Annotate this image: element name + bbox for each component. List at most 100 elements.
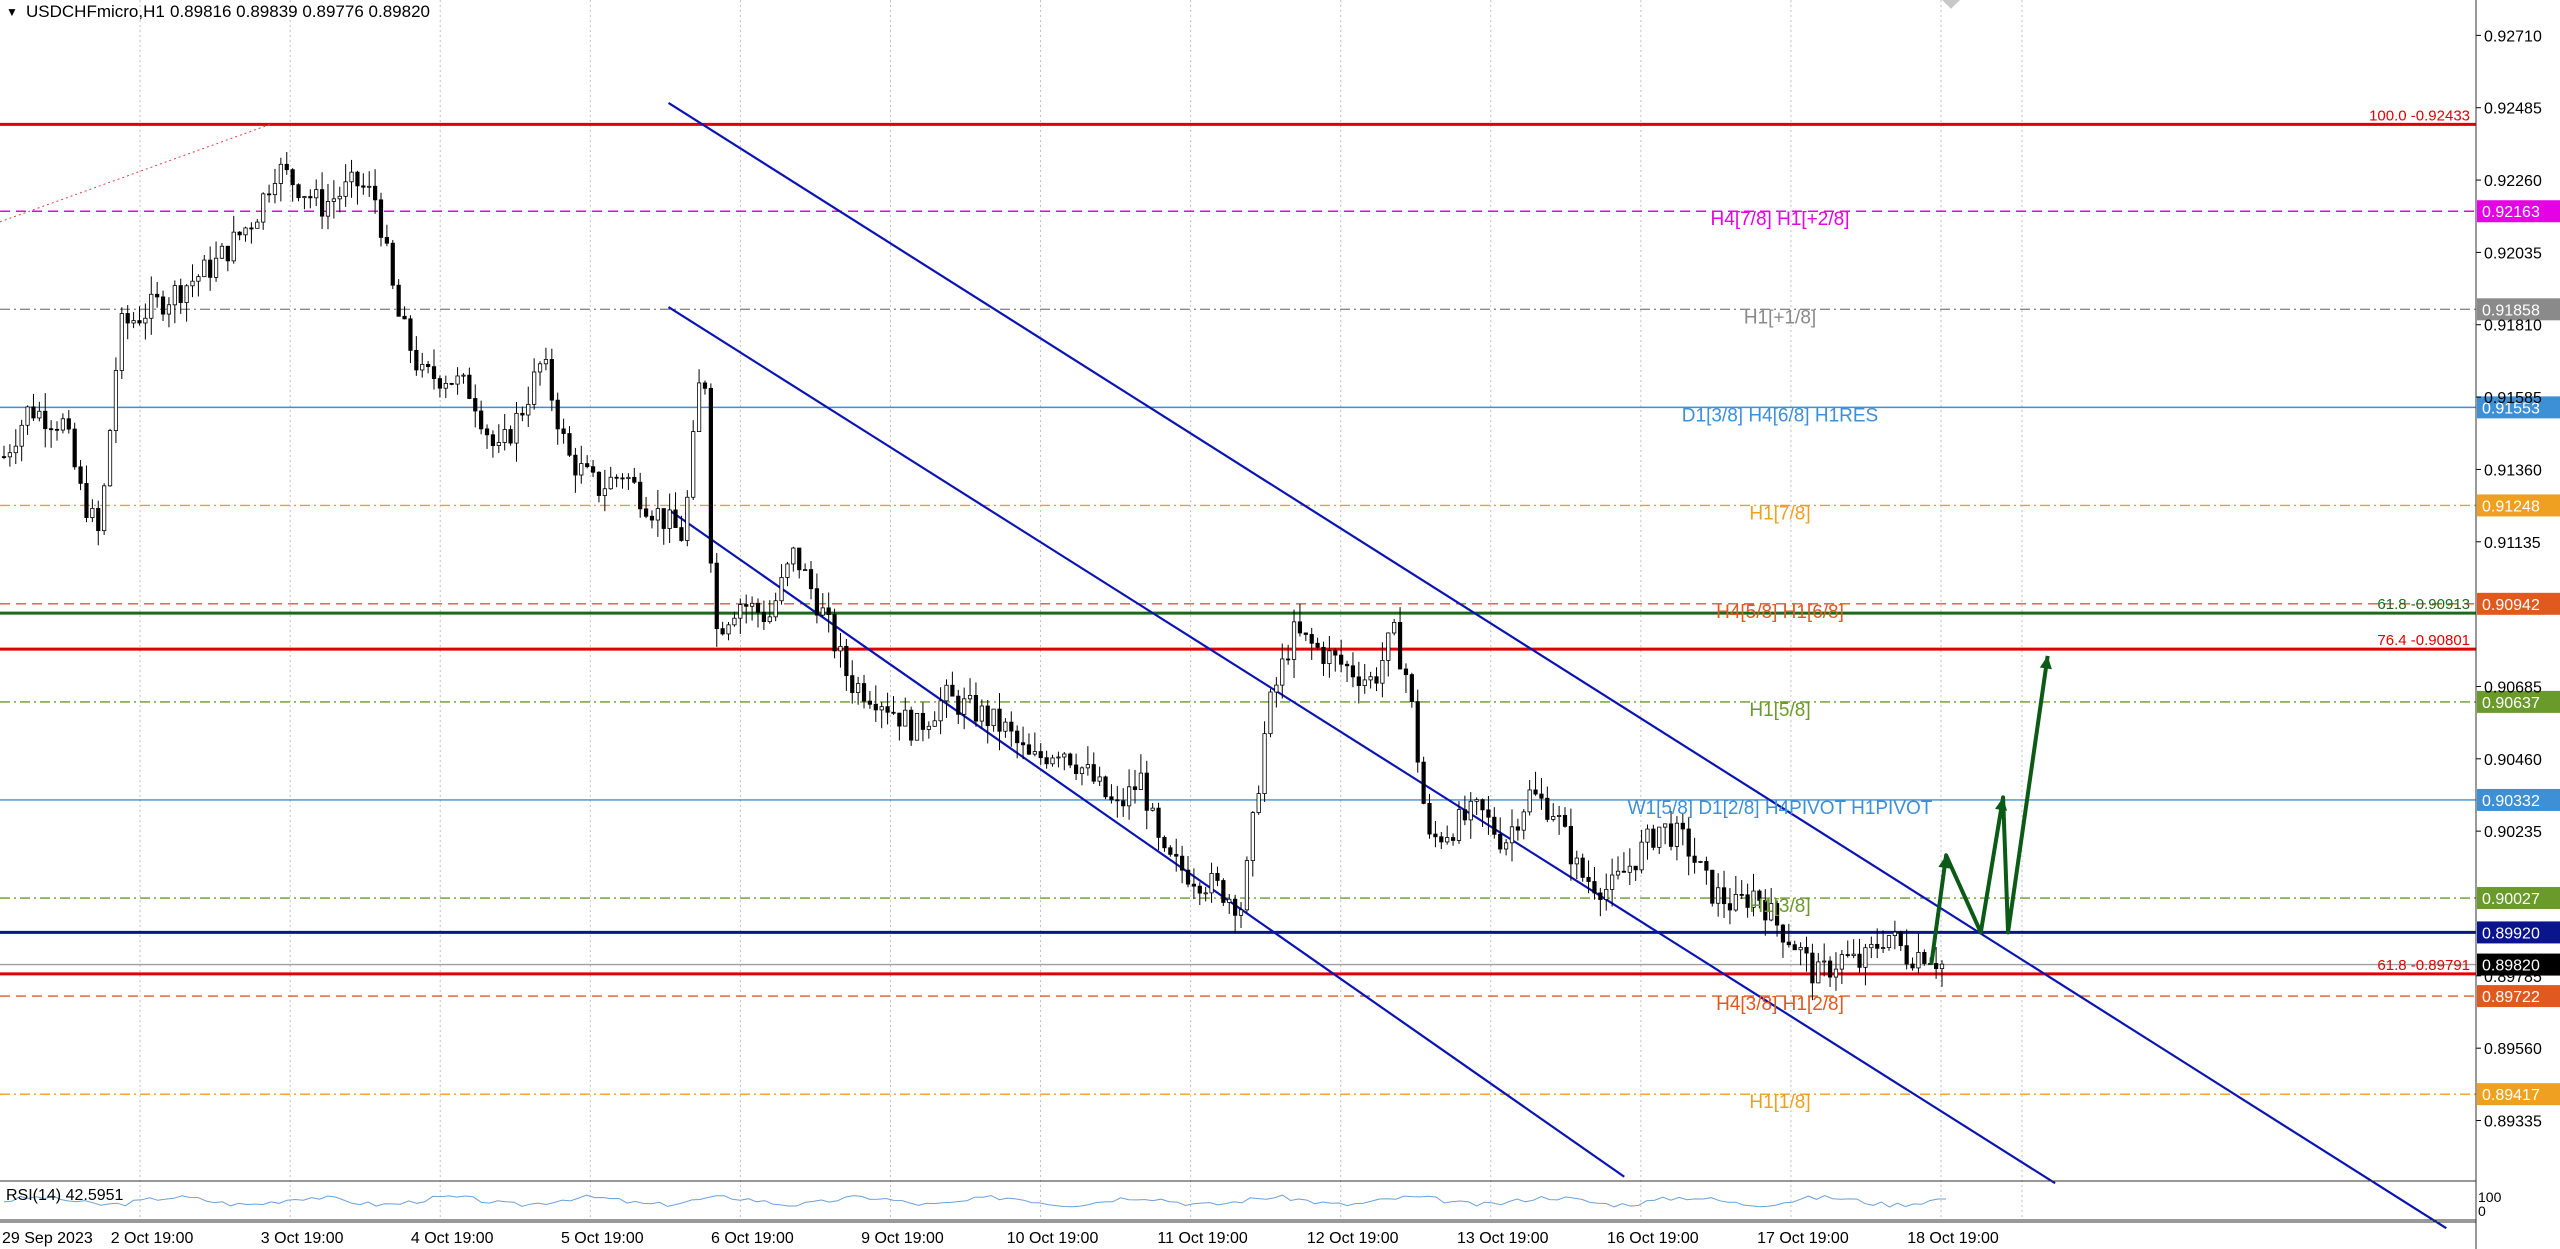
candle-body [1892,931,1897,936]
candle-body [1645,828,1650,843]
candle-body [914,712,920,741]
candle-body [1144,772,1149,811]
trend-channels [667,101,2447,1230]
murrey-level-label: D1[3/8] H4[6/8] H1RES [1682,405,1878,426]
candle-body [832,614,837,652]
candle-body [973,695,979,722]
candle-body [1056,756,1061,759]
price-tag-label: 0.92163 [2482,204,2540,221]
candle-body [172,285,177,306]
candle-body [750,602,755,607]
candle-body [991,708,996,727]
candle-body [985,705,990,727]
candle-body [761,612,766,623]
candle-body [1716,887,1721,904]
candle-body [1839,954,1844,970]
price-tag [2477,396,2560,419]
candle-body [1138,772,1143,790]
candle-body [225,245,230,262]
time-axis-label: 18 Oct 19:00 [1907,1230,1999,1247]
candle-body [944,684,949,702]
scroll-marker-icon[interactable] [1941,0,1961,9]
candle-body [1445,837,1450,843]
time-axis-label: 11 Oct 19:00 [1157,1230,1248,1247]
arrow-head-icon [2039,655,2052,670]
candle-body [1939,963,1945,970]
candle-body [160,296,166,315]
candle-body [1615,870,1621,876]
candle-body [396,284,401,317]
ohlc-values: 0.89816 0.89839 0.89776 0.89820 [170,2,430,21]
candle-body [561,428,566,434]
candle-body [1633,865,1638,871]
candle-body [137,320,142,324]
candle-body [526,403,531,416]
candle-body [1274,684,1279,693]
candle-body [1733,893,1738,911]
candle-body [1,456,7,458]
candle-body [555,399,560,430]
candle-body [1739,893,1744,896]
candle-body [997,708,1002,732]
candle-body [473,398,478,412]
time-axis-label: 3 Oct 19:00 [261,1230,344,1247]
candle-body [879,706,884,711]
candle-body [1091,764,1096,782]
murrey-level-label: H1[1/8] [1749,1092,1810,1113]
candle-body [208,259,213,278]
candle-body [1751,890,1756,908]
candle-body [797,547,802,571]
candle-body [891,711,896,714]
murrey-level-label: H4[5/8] H1[6/8] [1716,602,1844,623]
candle-body [1745,894,1750,908]
candle-body [72,428,77,468]
channel-line[interactable] [667,306,2056,1185]
rsi-line [3,1194,1946,1208]
price-tag [2477,788,2560,811]
candle-body [219,245,225,259]
candle-body [455,375,460,385]
price-tick-label: 0.90235 [2484,824,2542,841]
channel-line[interactable] [667,508,1625,1178]
price-tick-label: 0.89335 [2484,1114,2542,1131]
candle-body [1492,816,1497,835]
candle-body [1309,634,1314,644]
candle-body [261,193,266,223]
candle-body [119,313,124,371]
candle-body [1250,812,1255,861]
candle-body [549,359,554,401]
time-axis-label: 16 Oct 19:00 [1607,1230,1699,1247]
murrey-level-label: W1[5/8] D1[2/8] H4PIVOT H1PIVOT [1628,798,1933,819]
candle-body [1810,952,1815,984]
candle-body [1003,721,1008,732]
price-tag-label: 0.89722 [2482,989,2540,1006]
candle-body [361,185,366,188]
candle-body [255,221,260,229]
price-tag [2477,298,2560,321]
candle-body [1780,924,1786,943]
candle-body [155,293,160,298]
time-axis: 29 Sep 2023 2 Oct 19:00 3 Oct 19:00 4 Oct 1… [2,1230,1999,1247]
menu-arrow-icon[interactable]: ▼ [6,5,18,19]
murrey-level-label: H1[+1/8] [1744,307,1816,328]
candle-body [649,515,655,521]
candle-body [903,709,908,727]
candle-body [131,320,136,324]
price-tag-label: 0.89417 [2482,1087,2540,1104]
fib-level-label: 61.8 -0.90913 [2377,596,2470,613]
candle-body [1816,961,1821,984]
candle-body [755,602,761,613]
candle-body [1498,833,1503,850]
candle-body [1503,842,1509,850]
candle-body [1474,799,1479,802]
candle-body [1244,860,1250,911]
candle-body [573,454,578,476]
chart-grid [139,0,2023,1220]
candle-body [679,527,684,541]
channel-line[interactable] [667,101,2447,1230]
price-tag-label: 0.89920 [2482,925,2540,942]
candle-body [1456,809,1462,841]
price-tag [2477,494,2560,517]
candle-body [54,428,60,431]
